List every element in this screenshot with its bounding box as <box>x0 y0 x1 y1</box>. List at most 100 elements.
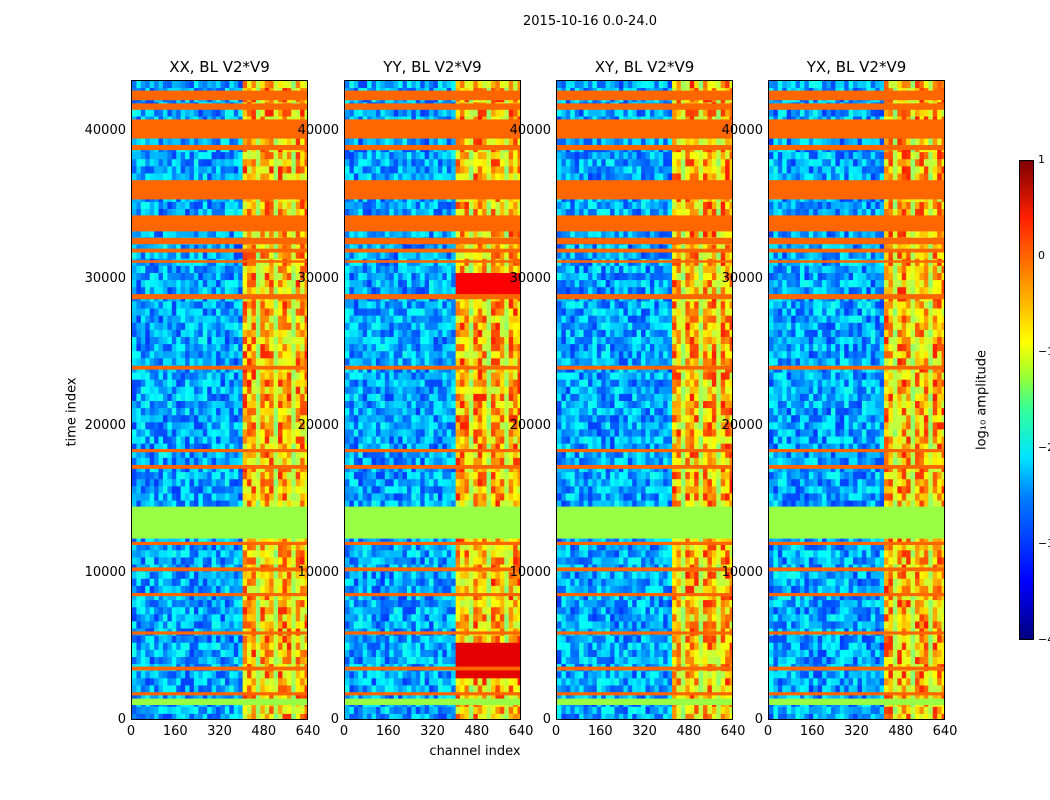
panel-title-xy: XY, BL V2*V9 <box>594 58 695 76</box>
heatmap-cell <box>167 173 173 182</box>
heatmap-cell <box>136 429 142 438</box>
heatmap-cell <box>393 173 399 182</box>
heatmap-cell <box>429 230 434 238</box>
heatmap-cell <box>251 287 257 295</box>
heatmap-cell <box>345 301 350 310</box>
heatmap-cell <box>269 201 275 210</box>
flagged-row-band <box>132 631 307 635</box>
heatmap-cell <box>233 386 239 395</box>
heatmap-cell <box>304 393 307 402</box>
heatmap-cell <box>264 379 270 388</box>
heatmap-cell <box>140 265 146 274</box>
heatmap-cell <box>207 457 213 466</box>
heatmap-cell <box>189 457 195 466</box>
heatmap-cell <box>154 244 160 253</box>
heatmap-cell <box>491 173 496 182</box>
heatmap-cell <box>193 173 199 182</box>
heatmap-cell <box>415 159 421 167</box>
heatmap-cell <box>176 173 182 182</box>
heatmap-cell <box>384 308 390 317</box>
heatmap-cell <box>300 408 306 416</box>
heatmap-cell <box>255 543 261 551</box>
heatmap-cell <box>495 308 501 317</box>
heatmap-cell <box>300 287 306 295</box>
heatmap-cell <box>282 379 288 388</box>
heatmap-cell <box>295 166 301 174</box>
heatmap-cell <box>229 315 235 324</box>
heatmap-cell <box>180 351 186 359</box>
heatmap-cell <box>229 308 235 317</box>
heatmap-cell <box>238 422 244 430</box>
heatmap-cell <box>286 685 292 694</box>
heatmap-cell <box>482 315 488 324</box>
heatmap-cell <box>442 173 448 182</box>
heatmap-cell <box>486 265 492 274</box>
heatmap-cell <box>171 593 177 601</box>
heatmap-cell <box>499 230 505 238</box>
heatmap-cell <box>132 671 137 679</box>
heatmap-cell <box>180 137 186 146</box>
heatmap-cell <box>491 230 496 238</box>
heatmap-cell <box>367 280 373 288</box>
heatmap-cell <box>171 209 177 217</box>
heatmap-cell <box>220 685 226 694</box>
heatmap-cell <box>482 308 488 317</box>
heatmap-cell <box>136 401 142 409</box>
heatmap-cell <box>455 265 461 274</box>
heatmap-cell <box>291 685 297 694</box>
heatmap-cell <box>158 344 164 352</box>
heatmap-cell <box>282 209 288 217</box>
heatmap-cell <box>486 301 492 310</box>
heatmap-cell <box>508 273 514 281</box>
heatmap-cell <box>211 415 217 423</box>
heatmap-cell <box>508 265 514 274</box>
heatmap-cell <box>136 287 142 295</box>
heatmap-cell <box>468 244 474 253</box>
heatmap-cell <box>202 244 208 253</box>
heatmap-cell <box>286 287 292 295</box>
heatmap-cell <box>247 244 252 253</box>
heatmap-cell <box>429 137 434 146</box>
heatmap-cell <box>189 379 195 388</box>
heatmap-cell <box>171 393 177 402</box>
heatmap-cell <box>304 415 307 423</box>
heatmap-cell <box>136 642 142 651</box>
heatmap-cell <box>132 657 137 665</box>
heatmap-cell <box>504 280 510 288</box>
heatmap-cell <box>180 201 186 210</box>
heatmap-cell <box>295 308 301 317</box>
heatmap-cell <box>211 486 217 494</box>
heatmap-cell <box>189 329 195 338</box>
heatmap-cell <box>433 265 439 274</box>
heatmap-cell <box>189 593 195 601</box>
heatmap-cell <box>158 81 164 89</box>
heatmap-cell <box>145 251 151 260</box>
heatmap-cell <box>251 678 257 686</box>
heatmap-cell <box>207 415 213 423</box>
heatmap-cell <box>273 536 279 544</box>
heatmap-cell <box>362 209 368 217</box>
heatmap-cell <box>132 137 137 146</box>
heatmap-cell <box>300 379 306 388</box>
heatmap-cell <box>468 109 474 118</box>
heatmap-cell <box>220 500 226 509</box>
heatmap-cell <box>406 251 412 260</box>
heatmap-cell <box>415 137 421 146</box>
heatmap-cell <box>504 166 510 174</box>
heatmap-cell <box>446 301 452 310</box>
heatmap-cell <box>216 393 221 402</box>
heatmap-cell <box>224 685 230 694</box>
heatmap-cell <box>238 443 244 452</box>
heatmap-cell <box>207 372 213 381</box>
heatmap-cell <box>286 486 292 494</box>
heatmap-cell <box>238 166 244 174</box>
heatmap-cell <box>180 479 186 487</box>
heatmap-cell <box>264 81 270 89</box>
heatmap-cell <box>180 557 186 566</box>
heatmap-cell <box>251 607 257 615</box>
heatmap-cell <box>255 273 261 281</box>
heatmap-cell <box>149 600 155 608</box>
heatmap-cell <box>193 137 199 146</box>
heatmap-cell <box>269 265 275 274</box>
heatmap-cell <box>260 109 266 118</box>
